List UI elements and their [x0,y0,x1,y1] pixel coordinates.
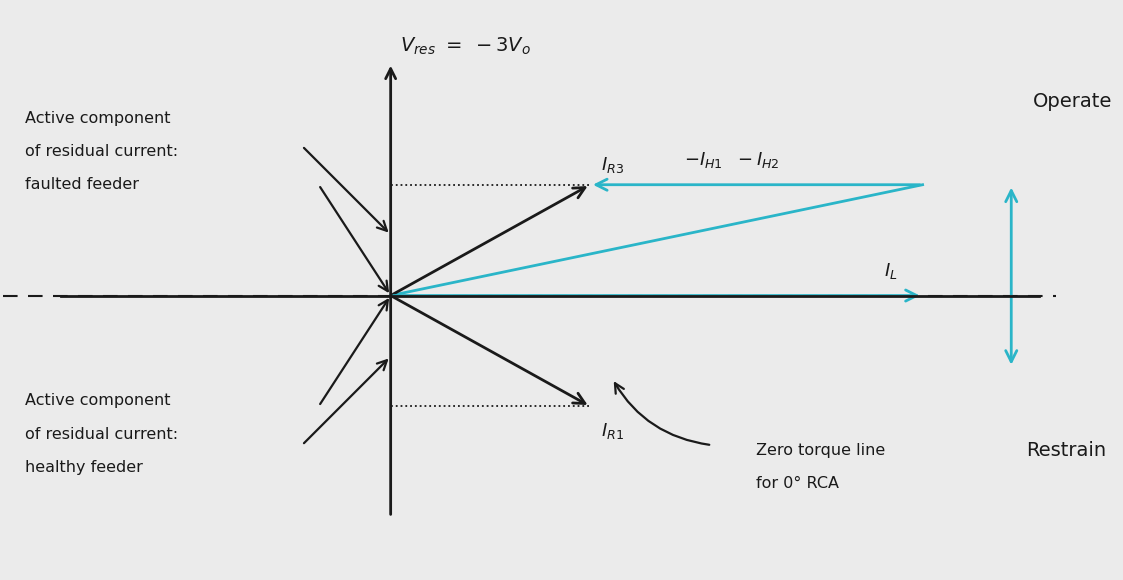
Text: Zero torque line: Zero torque line [757,443,886,458]
Text: $V_{res}\ =\ -3V_o$: $V_{res}\ =\ -3V_o$ [400,36,530,57]
Text: $I_{L}$: $I_{L}$ [884,261,897,281]
Text: Operate: Operate [1032,92,1112,111]
Text: Active component: Active component [25,111,171,126]
Text: faulted feeder: faulted feeder [25,177,139,192]
Text: $I_{R3}$: $I_{R3}$ [601,155,624,175]
Text: $I_{R1}$: $I_{R1}$ [601,420,624,441]
Text: of residual current:: of residual current: [25,426,179,441]
Text: Active component: Active component [25,393,171,408]
Text: of residual current:: of residual current: [25,144,179,159]
Text: healthy feeder: healthy feeder [25,460,143,475]
Text: Restrain: Restrain [1026,441,1107,460]
Text: for 0° RCA: for 0° RCA [757,476,839,491]
Text: $-I_{H1}\ \ -I_{H2}$: $-I_{H1}\ \ -I_{H2}$ [684,150,780,171]
